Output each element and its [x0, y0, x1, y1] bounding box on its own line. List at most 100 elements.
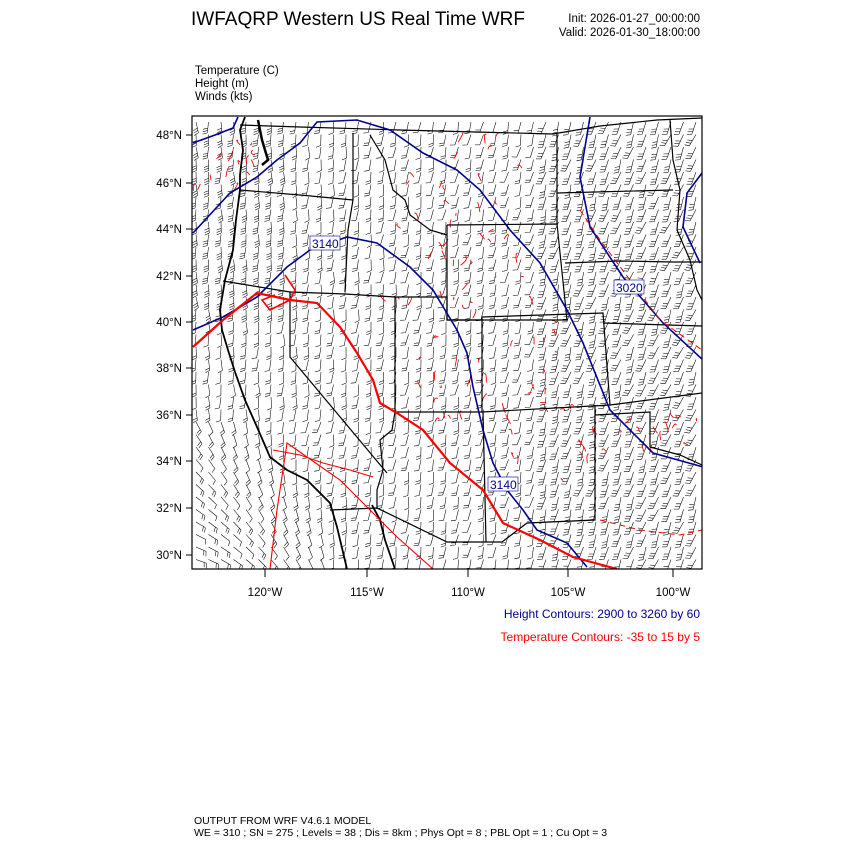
wind-barb: [208, 434, 214, 449]
wind-barb: [599, 484, 609, 498]
wind-barb: [351, 359, 359, 372]
temperature-contour-fragment: [520, 275, 525, 278]
wind-barb: [488, 184, 497, 196]
wind-barb: [288, 409, 297, 422]
wind-barb: [328, 159, 334, 173]
wind-barb: [647, 334, 659, 347]
wind-barb: [416, 346, 422, 360]
wind-barb: [292, 484, 298, 499]
wind-barb: [560, 434, 572, 447]
wind-barb: [414, 484, 422, 497]
temperature-legend: Temperature Contours: -35 to 15 by 5: [500, 630, 700, 644]
wind-barb: [539, 521, 547, 537]
wind-barb: [195, 534, 207, 545]
wind-barb: [512, 221, 522, 234]
wind-barb: [586, 121, 597, 135]
wind-barb: [415, 134, 422, 148]
wind-barb: [352, 459, 359, 473]
temperature-contour-fragment: [408, 172, 415, 178]
wind-barb: [270, 509, 276, 524]
coastline: [219, 116, 396, 569]
wind-barb: [242, 321, 248, 336]
wind-barb: [205, 309, 211, 324]
wind-barb: [295, 534, 301, 549]
wind-barb: [561, 171, 572, 185]
wind-barb: [635, 396, 647, 410]
wind-barb: [599, 309, 609, 323]
wind-barb: [400, 271, 409, 284]
wind-barb: [413, 171, 422, 184]
wind-barb: [684, 259, 697, 271]
wind-barb: [550, 384, 559, 399]
wind-barb: [340, 509, 347, 523]
wind-barb: [526, 121, 534, 134]
wind-barb: [301, 284, 309, 297]
wind-barb: [252, 159, 259, 173]
wind-barb: [622, 259, 634, 272]
wind-barb: [304, 209, 310, 223]
wind-barb: [599, 159, 609, 173]
wind-barb: [551, 459, 559, 474]
temperature-contour-fragment: [540, 401, 547, 404]
wind-barb: [240, 359, 247, 372]
wind-barb: [661, 246, 672, 260]
wind-barb: [610, 146, 622, 160]
wind-barb: [449, 384, 459, 396]
wind-barb: [452, 546, 459, 560]
wind-barb: [684, 484, 697, 497]
wind-barb: [192, 209, 197, 222]
wind-barb: [537, 434, 547, 448]
wind-barb: [663, 309, 672, 324]
temperature-contour-fragment: [560, 478, 564, 481]
wind-barb: [561, 146, 572, 160]
wind-barb: [400, 159, 409, 171]
wind-barb: [302, 159, 309, 172]
wind-barb: [687, 446, 697, 461]
wind-barb: [341, 346, 347, 361]
wind-barb: [388, 234, 397, 247]
wind-barb: [415, 146, 422, 160]
wind-barb: [292, 246, 298, 261]
wind-barb: [316, 496, 322, 511]
wind-barb: [241, 271, 247, 285]
wind-barb: [514, 421, 522, 434]
temperature-contour-fragment: [516, 455, 519, 465]
wind-barb: [524, 396, 534, 408]
wind-barb: [537, 546, 547, 560]
height-contour-3140: [192, 236, 588, 568]
wind-barb: [378, 371, 384, 386]
wind-barb: [266, 146, 272, 161]
wind-barb: [450, 534, 459, 546]
wind-barb: [450, 184, 459, 196]
wind-barb: [377, 559, 384, 569]
plot-title: IWFAQRP Western US Real Time WRF: [191, 9, 525, 30]
wind-barb: [599, 371, 609, 385]
wind-barb: [341, 371, 347, 386]
wind-barb: [303, 334, 309, 348]
wind-barb: [547, 246, 559, 259]
wind-barb: [512, 434, 522, 446]
wind-barb: [636, 121, 647, 135]
wind-barb: [648, 559, 659, 569]
wind-barb: [673, 134, 684, 147]
wind-barb: [416, 159, 422, 173]
wind-barb: [208, 534, 219, 546]
wind-barb: [352, 534, 359, 547]
wind-barb: [660, 446, 672, 460]
wind-barb: [650, 159, 659, 173]
wind-barb: [612, 196, 622, 211]
temperature-contour-fragment: [494, 200, 498, 205]
height-contour-3020: [579, 116, 702, 361]
temperature-contour-fragment: [544, 387, 547, 395]
wind-barb: [267, 171, 273, 186]
wind-barb: [575, 346, 584, 361]
wind-barb: [403, 421, 409, 435]
wind-barb: [686, 121, 697, 135]
temperature-contour-fragment: [528, 295, 534, 305]
wind-barb: [195, 521, 206, 533]
wind-barb: [562, 259, 572, 273]
wind-barb: [365, 546, 372, 560]
temperature-contour-fragment: [624, 417, 631, 424]
wind-barb: [552, 121, 559, 137]
temperature-contour-fragment: [532, 336, 535, 345]
